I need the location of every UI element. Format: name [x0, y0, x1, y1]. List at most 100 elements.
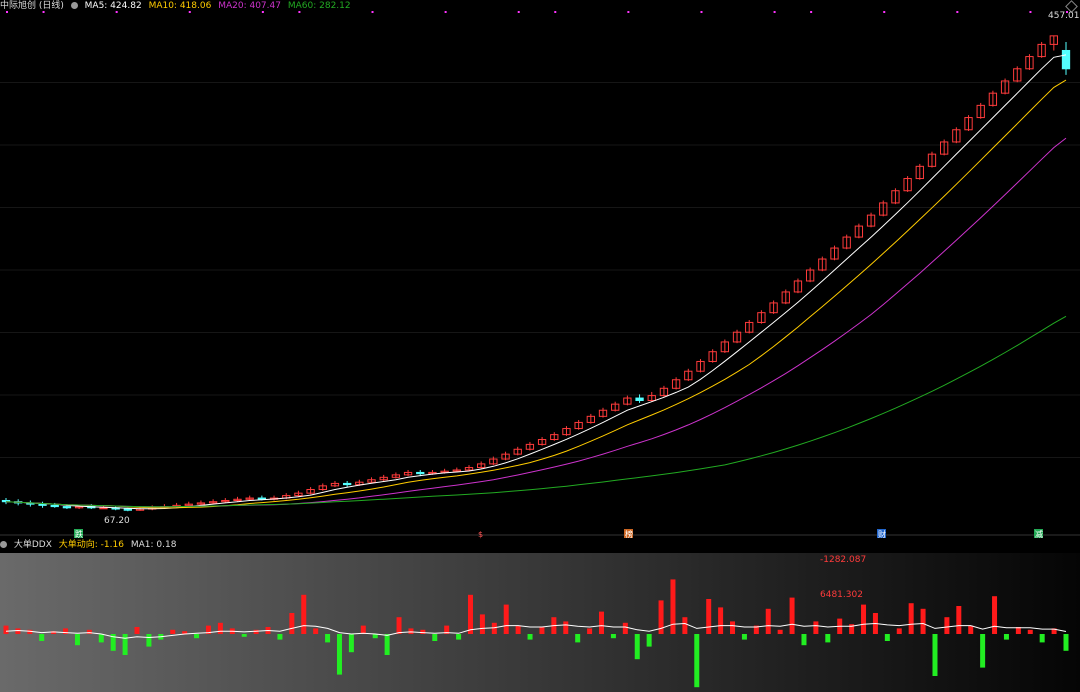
ma10-line [5, 79, 1067, 509]
candle-body [611, 403, 620, 411]
candle-body [988, 92, 998, 106]
ddx-bar [765, 608, 771, 634]
candle-body [50, 504, 59, 508]
marker-5-badge[interactable] [1034, 529, 1043, 538]
candle-body [830, 247, 839, 260]
ddx-bar [134, 627, 140, 634]
candle-body [513, 448, 522, 455]
candle-body [720, 341, 730, 353]
candle-body [805, 269, 815, 282]
marker-4-text: 财 [878, 529, 886, 539]
event-dot [298, 11, 301, 13]
ddx-bar [920, 608, 926, 634]
ddx-bar [730, 621, 736, 634]
candle-body [684, 370, 693, 381]
candle-body [525, 443, 535, 450]
candle-body [391, 474, 401, 478]
ma60-line [5, 315, 1067, 508]
ddx-bar [539, 627, 545, 634]
candle-body [696, 360, 705, 372]
marker-3-text: 榜 [625, 529, 633, 539]
marker-4-badge[interactable] [877, 529, 886, 538]
candle-body [1025, 56, 1034, 70]
candle-body [598, 409, 608, 417]
ma5-label: MA5: 424.82 [84, 1, 142, 11]
ddx-bar [908, 603, 914, 634]
candle-body [306, 489, 315, 494]
candle-body [196, 502, 206, 505]
stock-title: 中际旭创 (日线) [0, 1, 64, 11]
marker-1-badge[interactable] [74, 529, 83, 538]
ddx-bar [825, 634, 831, 643]
candle-body [1000, 80, 1010, 94]
ddx-bar [646, 634, 652, 647]
ddx-bar [325, 634, 331, 643]
candle-body [501, 453, 510, 460]
marker-5-text: 减 [1035, 529, 1043, 539]
ddx-bar [420, 629, 426, 634]
ddx-bar [694, 634, 700, 688]
candle-body [464, 467, 474, 471]
ddx-bar [1063, 634, 1069, 651]
ddx-title: 大单DDX [13, 540, 52, 550]
marker-2-text[interactable]: $ [478, 530, 483, 539]
ddx-bar [217, 622, 223, 634]
ddx-bar [194, 634, 200, 639]
ddx-bar [801, 634, 807, 646]
candle-body [659, 387, 669, 397]
ddx-bar [587, 628, 593, 634]
candle-body [537, 439, 547, 445]
candle-body [952, 129, 961, 143]
ma60-label: MA60: 282.12 [287, 1, 351, 11]
event-dot [517, 11, 520, 13]
event-dot [261, 11, 264, 13]
ddx-bar [27, 629, 33, 634]
ddx-bar [289, 613, 295, 634]
ddx-bar [503, 604, 509, 634]
candle-body [903, 178, 912, 192]
ddx-bar [956, 606, 962, 634]
candle-body [818, 258, 827, 271]
candle-body [1037, 43, 1046, 58]
candle-body [781, 291, 790, 304]
ddx-bar [51, 631, 57, 634]
ddx-settings-dot-icon[interactable] [0, 541, 7, 548]
ddx-bar [658, 600, 664, 634]
candle-body [976, 104, 985, 119]
ddx-bar [753, 625, 759, 634]
ddx-bar [1039, 634, 1045, 643]
ddx-bar [182, 631, 188, 634]
candle-body [586, 415, 595, 423]
candle-body [793, 280, 803, 293]
ddx-bar [170, 629, 176, 634]
ddx-bar [444, 625, 450, 634]
ddx-label-top: -1282.087 [820, 555, 866, 565]
ddx-bar [944, 617, 950, 634]
settings-dot-icon[interactable] [70, 2, 78, 9]
ddx-bar [205, 625, 211, 634]
ddx-bar [408, 628, 414, 634]
ddx-bar [74, 634, 80, 646]
ddx-bar [968, 625, 974, 634]
ddx-bar [479, 614, 485, 634]
high-price-label: 457.01 [1048, 11, 1080, 21]
ddx-ma-line [5, 622, 1067, 639]
candle-body [416, 471, 425, 475]
ddx-bar [777, 629, 783, 634]
ddx-ma1-label: MA1: 0.18 [130, 540, 177, 550]
ddx-bar [86, 629, 92, 634]
marker-3-badge[interactable] [624, 529, 633, 538]
candle-body [245, 497, 254, 500]
ddx-bar [515, 625, 521, 634]
candle-body [671, 379, 681, 389]
ddx-bar [277, 634, 283, 640]
candle-body [708, 351, 717, 362]
ddx-bar [384, 634, 390, 655]
candle-body [233, 498, 242, 501]
candle-body [842, 236, 851, 249]
candle-body [964, 117, 973, 131]
ddx-bar [146, 634, 152, 647]
candle-body [38, 503, 47, 506]
candle-body [62, 506, 72, 509]
